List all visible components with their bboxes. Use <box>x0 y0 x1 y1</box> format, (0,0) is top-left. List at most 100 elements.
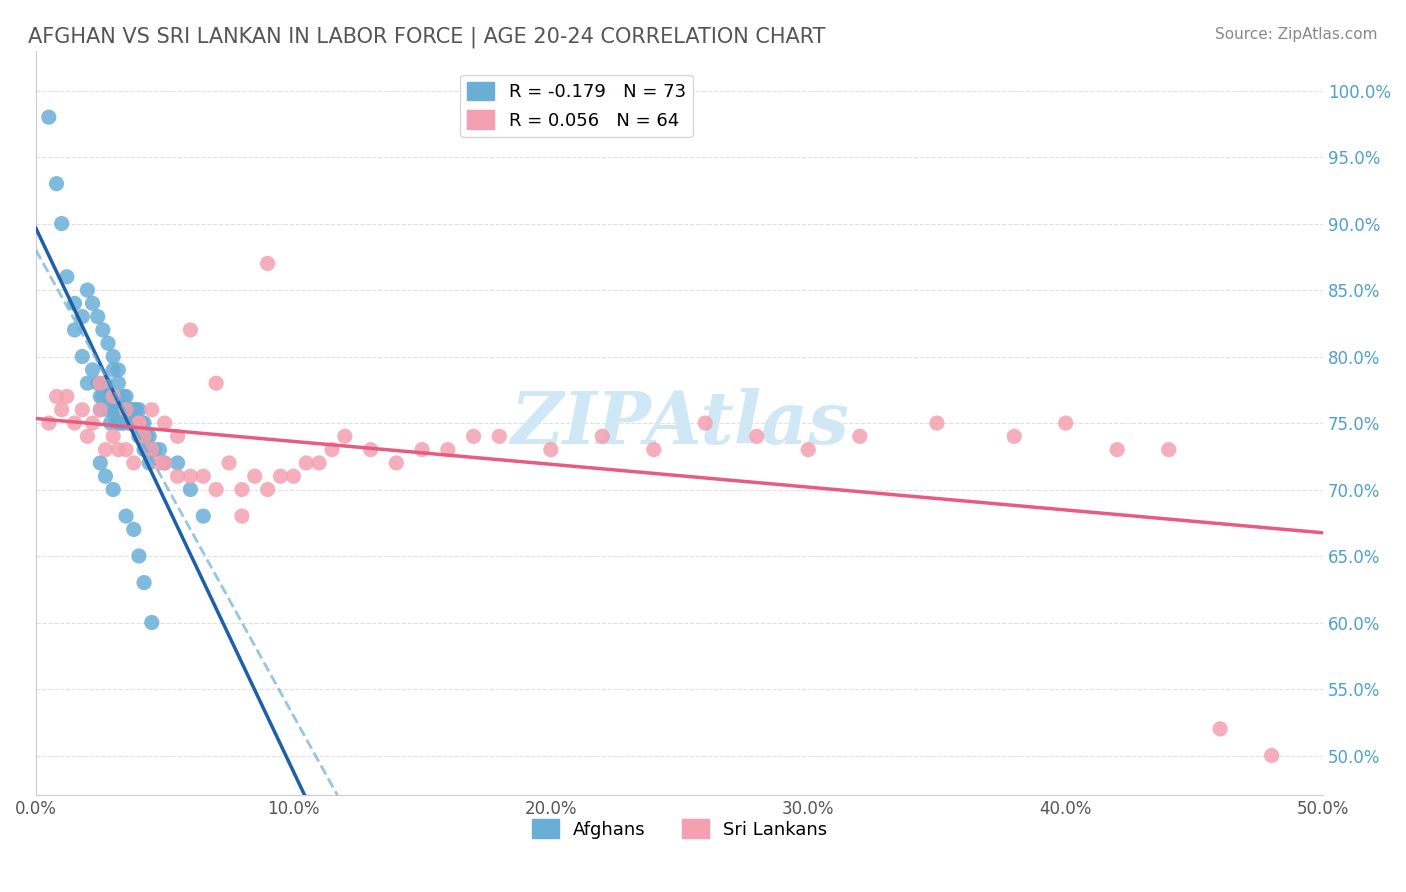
Point <box>411 442 433 457</box>
Point <box>321 442 343 457</box>
Point <box>1107 442 1129 457</box>
Point <box>132 575 155 590</box>
Point <box>117 416 139 430</box>
Point <box>56 389 79 403</box>
Point <box>97 389 120 403</box>
Point <box>256 483 278 497</box>
Point <box>132 429 155 443</box>
Point <box>76 283 98 297</box>
Point <box>115 389 138 403</box>
Point <box>141 442 163 457</box>
Point <box>141 615 163 630</box>
Point <box>205 483 228 497</box>
Point <box>76 376 98 391</box>
Point <box>51 217 73 231</box>
Point <box>89 389 111 403</box>
Point <box>153 456 176 470</box>
Point <box>97 336 120 351</box>
Point <box>87 376 110 391</box>
Point <box>51 402 73 417</box>
Point <box>89 456 111 470</box>
Point <box>76 429 98 443</box>
Point <box>107 402 129 417</box>
Point <box>107 376 129 391</box>
Point <box>128 402 150 417</box>
Point <box>94 442 117 457</box>
Point <box>193 469 215 483</box>
Point <box>1157 442 1180 457</box>
Point <box>148 442 170 457</box>
Point <box>38 416 60 430</box>
Point <box>91 389 114 403</box>
Point <box>128 416 150 430</box>
Point <box>148 456 170 470</box>
Legend: Afghans, Sri Lankans: Afghans, Sri Lankans <box>524 812 835 846</box>
Text: Source: ZipAtlas.com: Source: ZipAtlas.com <box>1215 27 1378 42</box>
Point <box>101 350 124 364</box>
Point <box>63 416 86 430</box>
Point <box>166 469 188 483</box>
Point <box>104 402 127 417</box>
Point <box>166 429 188 443</box>
Point <box>89 402 111 417</box>
Point <box>848 429 870 443</box>
Point <box>141 442 163 457</box>
Point <box>437 442 460 457</box>
Point <box>122 416 145 430</box>
Point <box>179 469 201 483</box>
Point <box>138 456 160 470</box>
Point <box>63 296 86 310</box>
Point <box>97 402 120 417</box>
Point <box>45 177 67 191</box>
Text: AFGHAN VS SRI LANKAN IN LABOR FORCE | AGE 20-24 CORRELATION CHART: AFGHAN VS SRI LANKAN IN LABOR FORCE | AG… <box>28 27 825 48</box>
Point <box>122 402 145 417</box>
Point <box>128 549 150 563</box>
Point <box>128 429 150 443</box>
Point <box>243 469 266 483</box>
Point <box>101 402 124 417</box>
Point <box>72 350 94 364</box>
Text: ZIPAtlas: ZIPAtlas <box>510 387 849 458</box>
Point <box>218 456 240 470</box>
Point <box>107 442 129 457</box>
Point <box>82 363 104 377</box>
Point <box>115 442 138 457</box>
Point <box>101 363 124 377</box>
Point <box>1002 429 1025 443</box>
Point <box>82 416 104 430</box>
Point <box>141 402 163 417</box>
Point <box>797 442 820 457</box>
Point <box>112 416 135 430</box>
Point <box>38 110 60 124</box>
Point <box>110 416 132 430</box>
Point <box>153 456 176 470</box>
Point <box>333 429 356 443</box>
Point <box>128 416 150 430</box>
Point <box>107 416 129 430</box>
Point <box>120 416 142 430</box>
Point <box>138 429 160 443</box>
Point <box>87 310 110 324</box>
Point <box>256 256 278 270</box>
Point <box>89 402 111 417</box>
Point <box>540 442 562 457</box>
Point <box>107 363 129 377</box>
Point <box>143 442 166 457</box>
Point <box>104 416 127 430</box>
Point <box>72 310 94 324</box>
Point <box>925 416 948 430</box>
Point <box>385 456 408 470</box>
Point <box>308 456 330 470</box>
Point <box>120 402 142 417</box>
Point <box>132 416 155 430</box>
Point <box>1260 748 1282 763</box>
Point <box>591 429 613 443</box>
Point <box>122 416 145 430</box>
Point <box>643 442 665 457</box>
Point <box>135 429 157 443</box>
Point <box>72 402 94 417</box>
Point <box>270 469 292 483</box>
Point <box>1054 416 1077 430</box>
Point <box>117 402 139 417</box>
Point <box>488 429 510 443</box>
